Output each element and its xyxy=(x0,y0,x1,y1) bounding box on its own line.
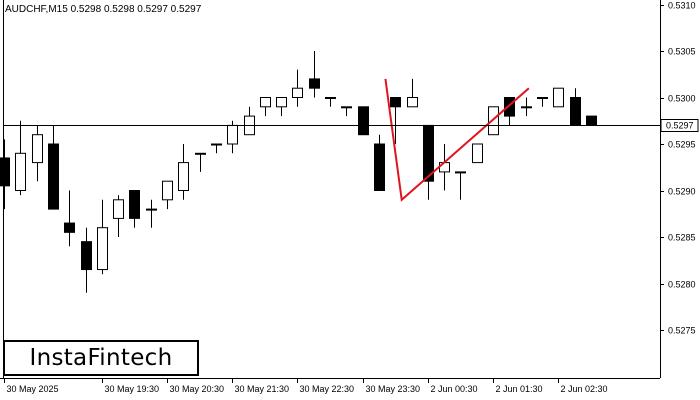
candle-body-bullish xyxy=(15,152,26,192)
candle xyxy=(32,125,43,182)
candle xyxy=(488,106,499,136)
candle-body-bearish xyxy=(309,78,320,89)
candle xyxy=(0,139,10,210)
candle-body-bearish xyxy=(358,106,369,136)
candle-body-bearish xyxy=(341,106,352,109)
candle xyxy=(570,88,581,126)
candle-body-bearish xyxy=(129,190,140,219)
candle xyxy=(64,190,75,247)
candle-body-bullish xyxy=(553,87,564,108)
candle-body-bullish xyxy=(178,162,189,192)
candle-body-bearish xyxy=(81,241,92,271)
candles-layer xyxy=(0,51,597,293)
ohlc-values: 0.5298 0.5298 0.5297 0.5297 xyxy=(70,4,202,15)
candle-body-bullish xyxy=(260,97,271,108)
candle xyxy=(129,190,140,228)
candle xyxy=(146,199,157,228)
candle-body-bearish xyxy=(48,143,59,210)
y-tick-label: 0.5285 xyxy=(668,233,696,243)
y-tick-label: 0.5295 xyxy=(668,140,696,150)
y-tick-label: 0.5300 xyxy=(668,94,696,104)
y-tick-label: 0.5305 xyxy=(668,47,696,57)
candle-body-bullish xyxy=(292,87,303,98)
candle-body-bearish xyxy=(211,143,222,146)
candle-body-bullish xyxy=(488,106,499,136)
candle xyxy=(292,69,303,107)
candle xyxy=(97,199,108,275)
candle xyxy=(113,195,124,237)
chart-header: AUDCHF,M15 0.5298 0.5298 0.5297 0.5297 xyxy=(5,4,201,15)
x-tick-label: 30 May 21:30 xyxy=(235,384,290,394)
x-tick-label: 30 May 22:30 xyxy=(300,384,355,394)
candle-body-bearish xyxy=(325,97,336,99)
candle-body-bullish xyxy=(407,97,418,108)
candle-body-bearish xyxy=(586,115,597,126)
x-tick-label: 30 May 19:30 xyxy=(105,384,160,394)
candle-body-bearish xyxy=(146,208,157,211)
candle xyxy=(423,124,434,200)
candle xyxy=(162,180,173,210)
candle-body-bearish xyxy=(0,157,10,187)
candle-body-bearish xyxy=(504,97,515,117)
candle-body-bullish xyxy=(472,143,483,164)
x-tick-label: 30 May 23:30 xyxy=(366,384,421,394)
candle xyxy=(48,125,59,210)
candle-body-bearish xyxy=(64,222,75,233)
current-price-label: 0.5297 xyxy=(666,121,694,131)
y-tick-label: 0.5280 xyxy=(668,280,696,290)
candle xyxy=(553,87,564,108)
candle xyxy=(309,51,320,98)
candle xyxy=(260,97,271,117)
candle-body-bullish xyxy=(162,180,173,201)
candle-body-bearish xyxy=(521,106,532,109)
symbol-label: AUDCHF,M15 xyxy=(5,4,68,15)
candle xyxy=(586,115,597,126)
candle xyxy=(407,78,418,108)
candle xyxy=(504,97,515,126)
y-tick-label: 0.5275 xyxy=(668,326,696,336)
candle xyxy=(325,97,336,107)
candle xyxy=(374,134,385,191)
brand-logo: InstaFintech xyxy=(3,340,199,376)
candle xyxy=(537,97,548,107)
y-tick-label: 0.5290 xyxy=(668,187,696,197)
candle xyxy=(211,143,222,154)
candle-body-bullish xyxy=(227,124,238,145)
candle xyxy=(178,144,189,200)
candle-body-bullish xyxy=(32,134,43,164)
candle xyxy=(358,106,369,136)
x-tick-label: 2 Jun 01:30 xyxy=(496,384,543,394)
candle xyxy=(439,144,450,191)
brand-logo-text: InstaFintech xyxy=(29,345,173,371)
candle-body-bullish xyxy=(276,97,287,108)
candle-body-bullish xyxy=(113,199,124,219)
candle xyxy=(521,97,532,117)
candle-body-bearish xyxy=(195,152,206,155)
y-tick-label: 0.5310 xyxy=(668,1,696,11)
candle xyxy=(472,143,483,164)
x-tick-label: 2 Jun 00:30 xyxy=(431,384,478,394)
candle-body-bearish xyxy=(390,97,401,108)
x-tick-label: 30 May 2025 xyxy=(7,384,59,394)
candle xyxy=(341,106,352,117)
candle-body-bearish xyxy=(537,97,548,99)
candle xyxy=(81,227,92,293)
candle xyxy=(455,171,466,200)
x-tick-label: 2 Jun 02:30 xyxy=(561,384,608,394)
candle xyxy=(15,120,26,196)
candle xyxy=(244,106,255,136)
candle xyxy=(390,97,401,144)
candle-body-bearish xyxy=(374,143,385,191)
candle xyxy=(195,152,206,172)
candle-body-bearish xyxy=(570,97,581,126)
candle-body-bullish xyxy=(97,227,108,271)
candle xyxy=(276,97,287,117)
candle-body-bearish xyxy=(455,171,466,174)
current-price-box xyxy=(660,119,699,132)
x-tick-label: 30 May 20:30 xyxy=(170,384,225,394)
